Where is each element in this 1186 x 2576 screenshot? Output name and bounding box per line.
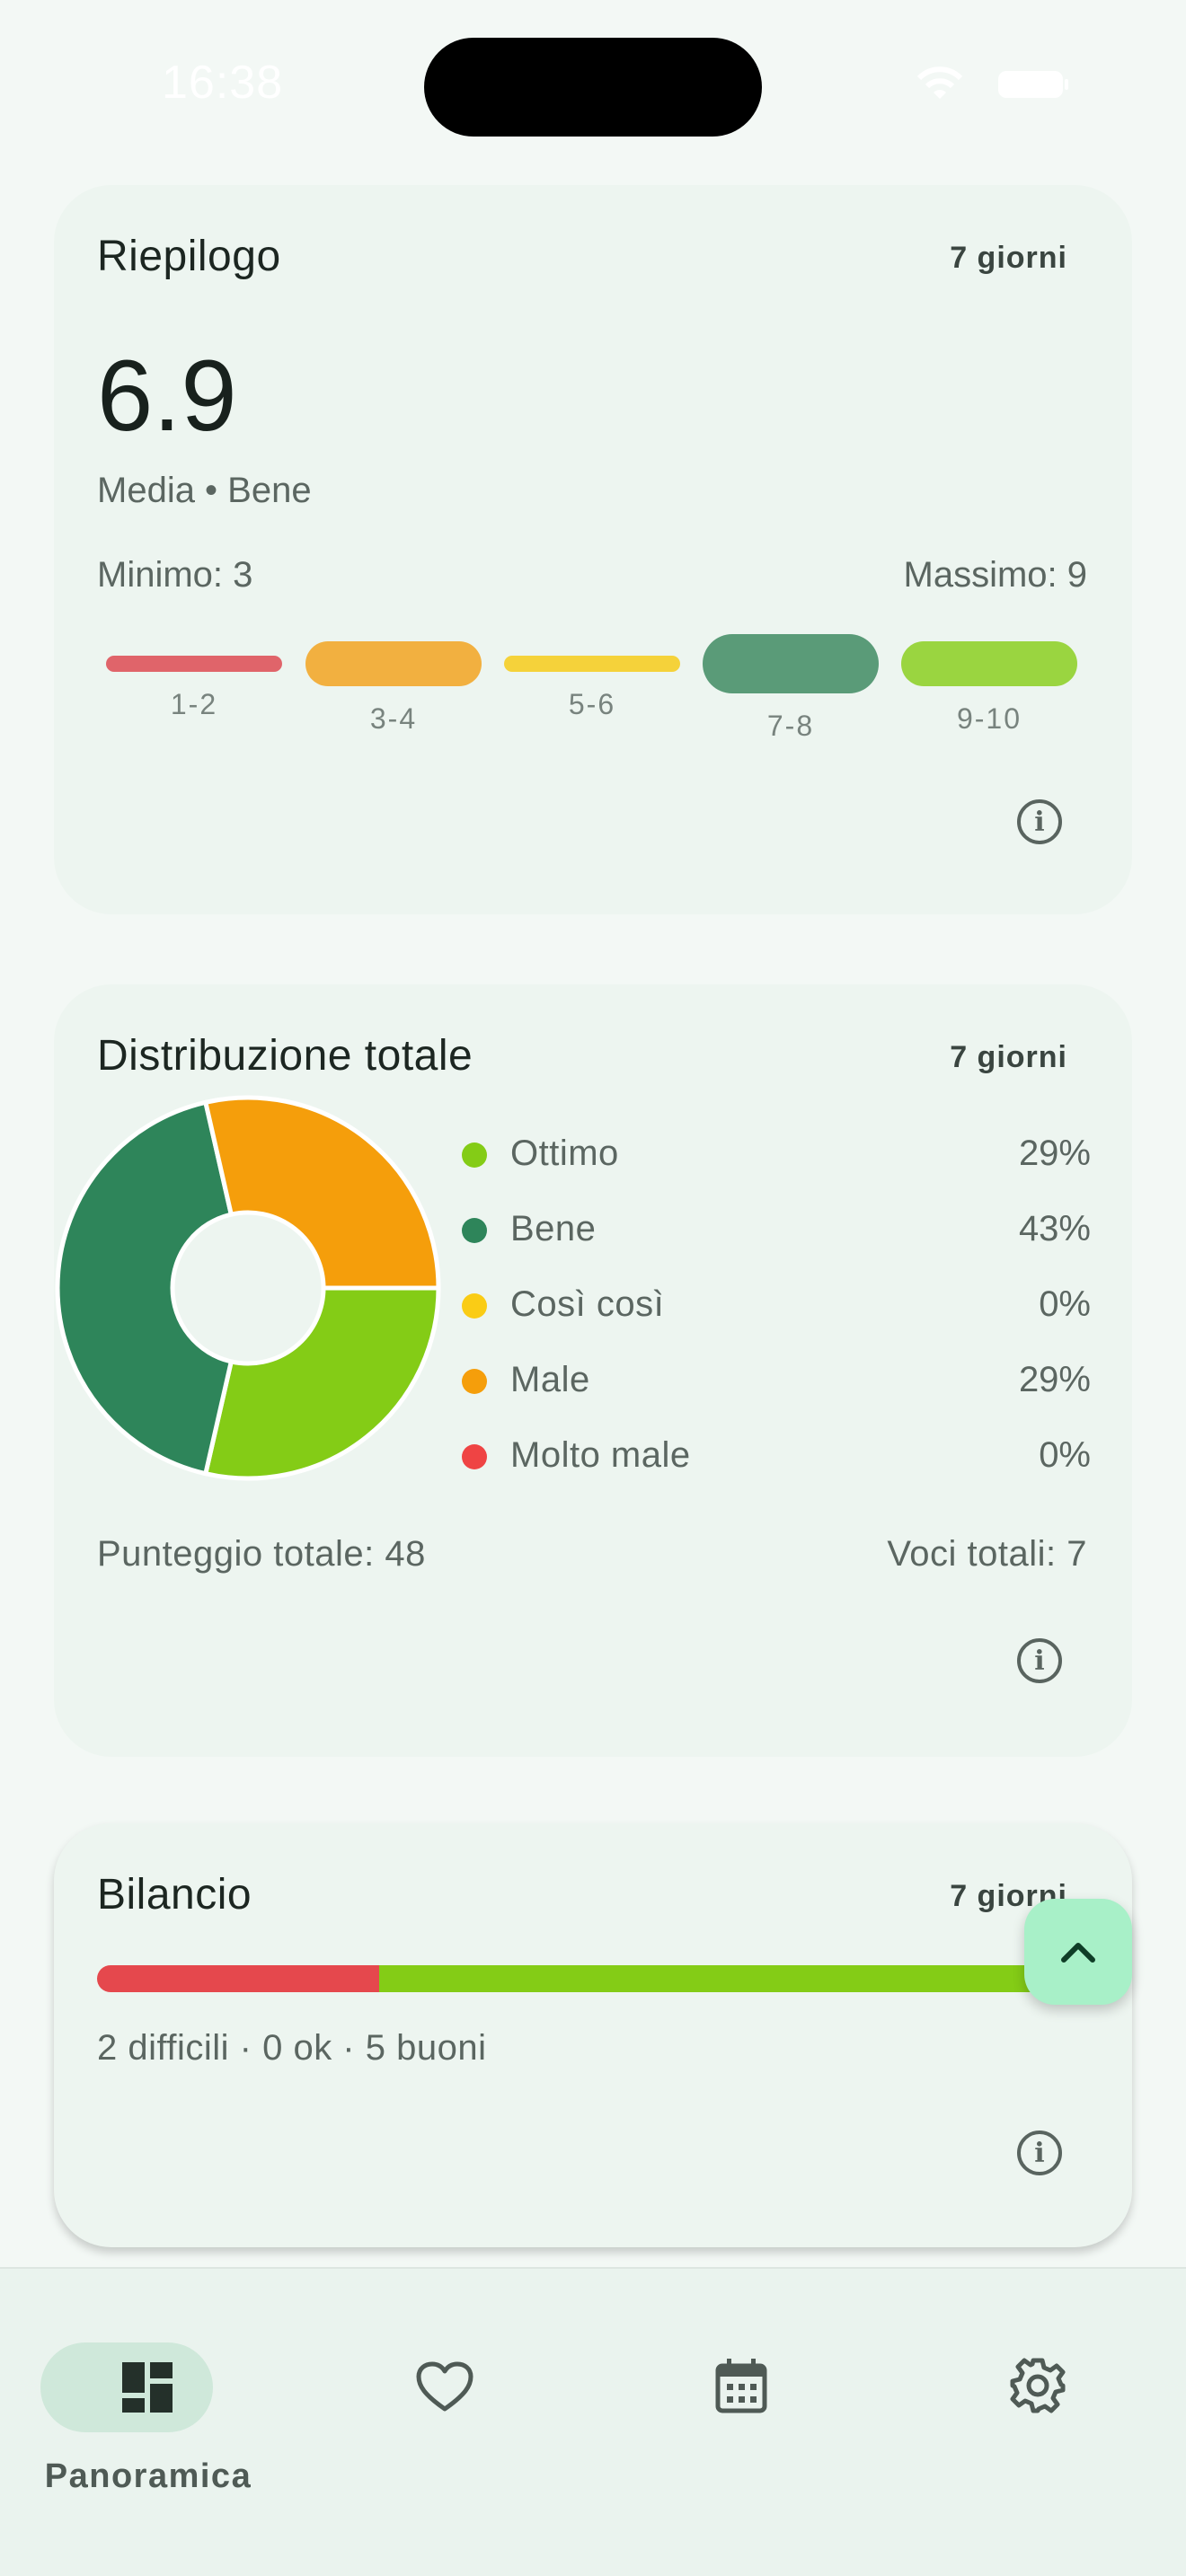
status-time: 16:38 (162, 57, 284, 109)
scale-label-9-10: 9-10 (956, 702, 1022, 735)
summary-title: Riepilogo (97, 233, 281, 280)
scale-label-3-4: 3-4 (369, 702, 418, 735)
balance-summary: 2 difficili · 0 ok · 5 buoni (97, 2028, 487, 2068)
legend-row-ottimo: Ottimo 29% (462, 1128, 1091, 1182)
donut-slice-ottimo (202, 1285, 441, 1481)
scale-label-7-8: 7-8 (766, 710, 815, 742)
legend-percent: 29% (1018, 1134, 1091, 1173)
scale-bar-9-10 (901, 641, 1077, 686)
donut-chart (55, 1095, 441, 1481)
dashboard-icon (122, 2362, 173, 2413)
legend-dot (462, 1369, 487, 1394)
chevron-up-icon (1061, 1943, 1095, 1963)
legend-row-molto-male: Molto male 0% (462, 1430, 1091, 1484)
legend-row-male: Male 29% (462, 1354, 1091, 1408)
distribution-info-icon[interactable]: i (1017, 1638, 1062, 1683)
nav-label-panoramica: Panoramica (44, 2457, 252, 2495)
total-score: Punteggio totale: 48 (97, 1534, 426, 1574)
distribution-card: Distribuzione totale 7 giorni Ottimo 29%… (54, 984, 1132, 1757)
legend-dot (462, 1142, 487, 1168)
bottom-navigation: Panoramica (0, 2267, 1186, 2576)
legend-name: Ottimo (510, 1134, 619, 1173)
scale-bar-7-8 (703, 634, 879, 693)
summary-card: Riepilogo 7 giorni 6.9 Media • Bene Mini… (54, 185, 1132, 914)
wifi-icon (916, 66, 963, 99)
donut-slice-bene (55, 1099, 235, 1477)
dynamic-island (424, 38, 762, 137)
minimum-label: Minimo: 3 (97, 555, 253, 595)
scale-bar-5-6 (504, 656, 680, 672)
legend-percent: 43% (1018, 1209, 1091, 1248)
balance-segment-difficult (97, 1965, 380, 1992)
nav-item-favorites[interactable] (337, 2305, 553, 2439)
balance-segment-good (379, 1965, 1085, 1992)
battery-icon (998, 71, 1068, 98)
legend-name: Molto male (510, 1435, 691, 1475)
average-subtitle: Media • Bene (97, 471, 312, 510)
maximum-label: Massimo: 9 (903, 555, 1088, 595)
legend-percent: 0% (1039, 1435, 1091, 1475)
legend-row-bene: Bene 43% (462, 1204, 1091, 1257)
legend-row-cosi-cosi: Così così 0% (462, 1279, 1091, 1333)
scale-bar-1-2 (106, 656, 282, 672)
balance-info-icon[interactable]: i (1017, 2130, 1062, 2175)
balance-title: Bilancio (97, 1871, 252, 1919)
balance-card: Bilancio 7 giorni 2 difficili · 0 ok · 5… (54, 1823, 1132, 2247)
calendar-icon (715, 2359, 767, 2413)
legend-name: Male (510, 1360, 590, 1399)
summary-period[interactable]: 7 giorni (950, 241, 1067, 275)
scale-label-1-2: 1-2 (170, 688, 218, 720)
legend-dot (462, 1444, 487, 1469)
distribution-period[interactable]: 7 giorni (950, 1040, 1067, 1074)
scale-bar-3-4 (305, 641, 482, 686)
legend-name: Bene (510, 1209, 597, 1248)
scroll-to-top-button[interactable] (1024, 1899, 1132, 2005)
legend-dot (462, 1293, 487, 1319)
legend-percent: 29% (1018, 1360, 1091, 1399)
balance-bar (97, 1965, 1085, 1992)
nav-item-panoramica[interactable]: Panoramica (0, 2305, 296, 2495)
average-score: 6.9 (97, 340, 237, 452)
nav-item-settings[interactable] (930, 2305, 1146, 2439)
total-entries: Voci totali: 7 (887, 1534, 1087, 1574)
summary-info-icon[interactable]: i (1017, 799, 1062, 844)
status-icons (915, 66, 1069, 102)
distribution-title: Distribuzione totale (97, 1032, 474, 1080)
nav-item-calendar[interactable] (633, 2305, 849, 2439)
legend-percent: 0% (1039, 1284, 1091, 1324)
heart-icon (416, 2361, 474, 2412)
gear-icon (1010, 2358, 1066, 2413)
legend-name: Così così (510, 1284, 665, 1324)
scale-label-5-6: 5-6 (568, 688, 616, 720)
donut-slice-male (202, 1095, 441, 1291)
legend-dot (462, 1218, 487, 1243)
